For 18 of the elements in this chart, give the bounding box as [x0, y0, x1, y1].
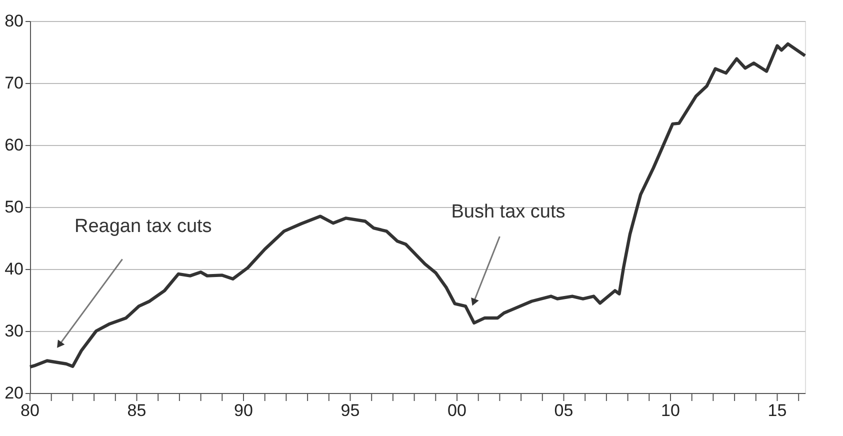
x-tick-label: 95	[340, 401, 360, 420]
annotation: Reagan tax cuts	[74, 216, 212, 238]
annotation: Bush tax cuts	[451, 201, 566, 222]
x-tick-label: 00	[448, 401, 466, 420]
x-tick-label: 90	[234, 401, 253, 420]
y-tick-label: 80	[4, 12, 24, 30]
x-tick-label: 80	[20, 401, 40, 420]
x-tick-label: 05	[554, 401, 574, 420]
line-series	[28, 42, 807, 369]
y-tick-label: 30	[4, 322, 24, 340]
y-tick-label: 20	[4, 384, 24, 402]
y-tick-label: 50	[4, 198, 24, 216]
x-tick-label: 10	[661, 401, 680, 420]
x-tick-label: 15	[768, 401, 787, 420]
y-tick-label: 70	[4, 74, 24, 92]
y-tick-label: 40	[4, 260, 24, 278]
x-tick-label: 85	[127, 401, 146, 420]
y-tick-label: 60	[4, 136, 24, 154]
